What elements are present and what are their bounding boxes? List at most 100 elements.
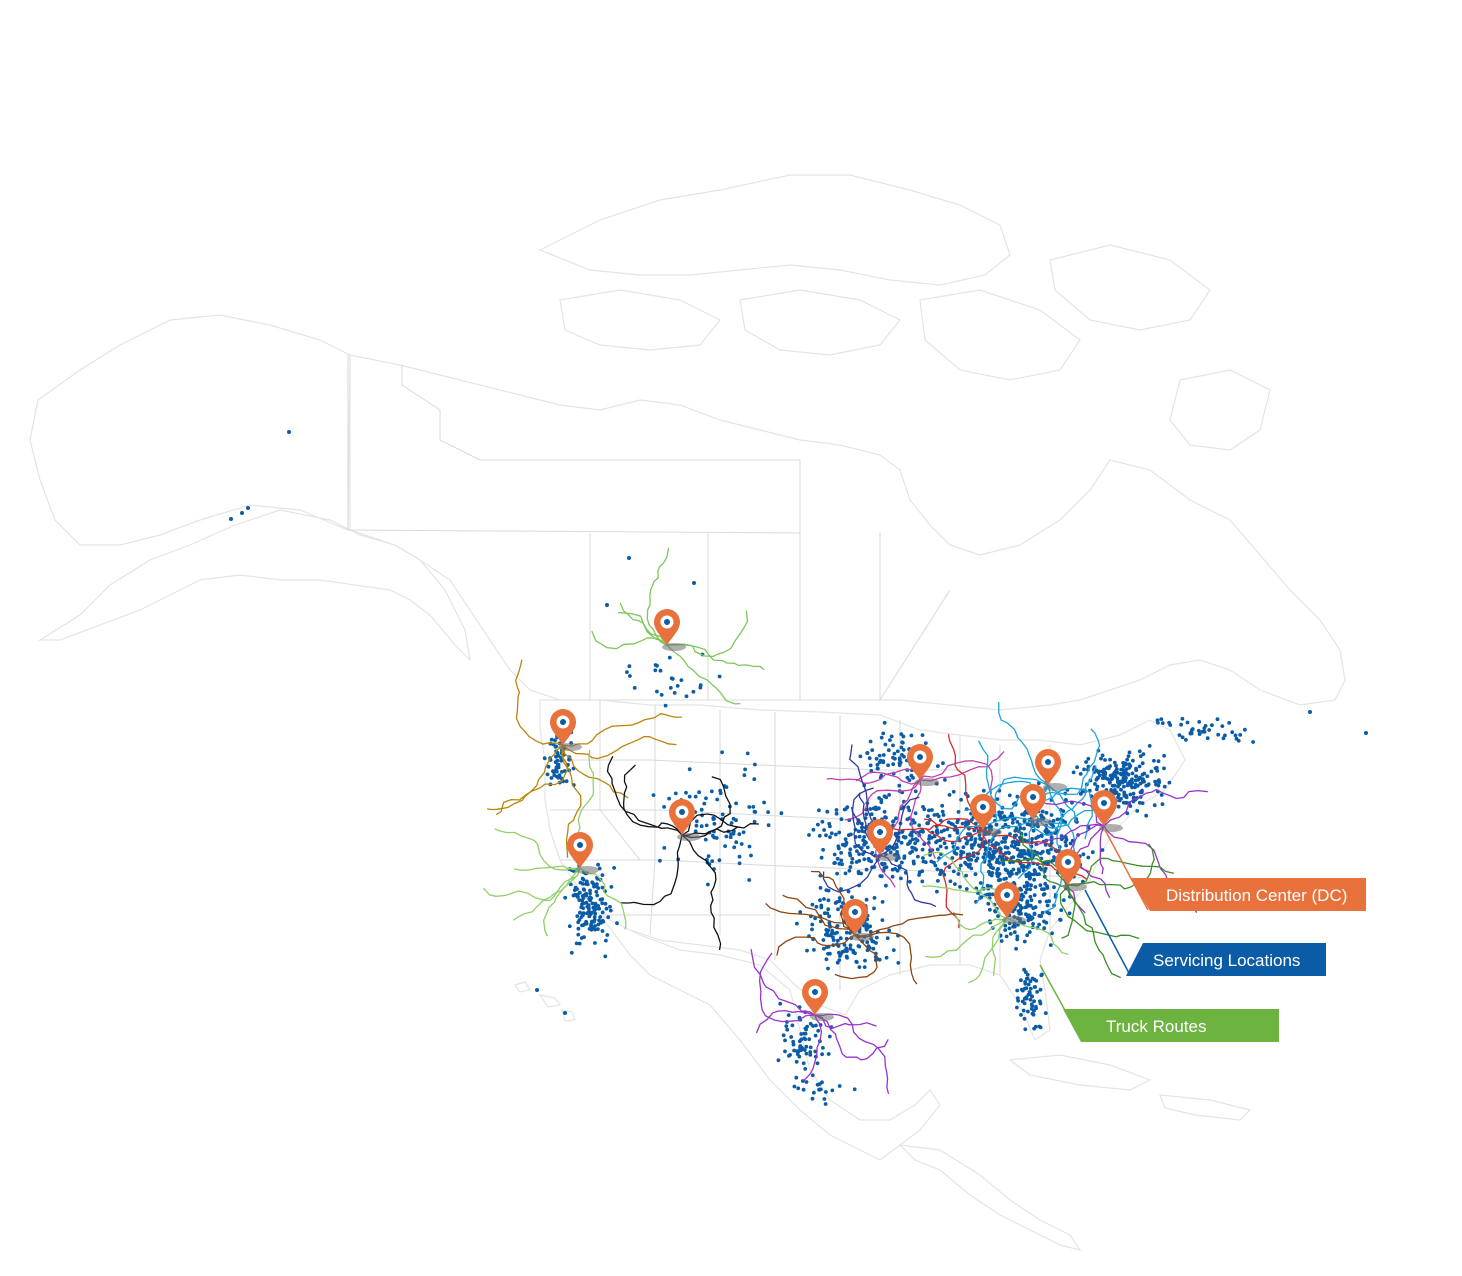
servicing-location-dot: [912, 861, 916, 866]
truck-route-line: [919, 760, 994, 794]
servicing-location-dot: [990, 871, 995, 875]
servicing-location-dot: [909, 733, 914, 738]
servicing-location-dot: [1119, 787, 1123, 792]
servicing-location-dot: [608, 908, 613, 913]
servicing-location-dot: [1031, 828, 1036, 833]
servicing-location-dot: [868, 807, 873, 811]
truck-route-line: [923, 851, 1008, 919]
servicing-location-dot: [559, 758, 564, 763]
servicing-location-dot: [996, 878, 1001, 883]
servicing-location-dot: [1223, 733, 1227, 738]
servicing-location-dot: [837, 899, 842, 903]
servicing-location-dot: [909, 773, 914, 778]
servicing-location-dot: [1207, 728, 1211, 732]
truck-route-line: [666, 610, 749, 658]
servicing-location-dot: [896, 961, 901, 965]
servicing-location-dot: [1177, 733, 1182, 737]
servicing-location-dot: [835, 938, 840, 943]
borders: [347, 355, 1091, 990]
servicing-location-dot: [847, 851, 852, 856]
servicing-location-dot: [1018, 903, 1022, 908]
servicing-location-dot: [1028, 887, 1033, 892]
servicing-location-dot: [1031, 872, 1036, 877]
servicing-location-dot: [927, 808, 931, 813]
servicing-location-dot: [990, 892, 995, 897]
servicing-location-dot: [1037, 922, 1041, 927]
servicing-location-dot: [600, 910, 605, 915]
distribution-center-pins: [550, 609, 1123, 1021]
servicing-location-dot: [1162, 766, 1166, 771]
servicing-location-dot: [1095, 784, 1100, 789]
servicing-location-dot: [1133, 785, 1137, 790]
servicing-location-dot: [826, 907, 831, 912]
servicing-location-dot: [1202, 726, 1207, 731]
servicing-location-dot: [911, 818, 915, 823]
servicing-location-dot: [826, 898, 831, 903]
servicing-location-dot: [997, 810, 1001, 815]
servicing-location-dot: [811, 1024, 815, 1028]
truck-route-line: [814, 1014, 877, 1029]
servicing-location-dot: [1028, 986, 1033, 991]
servicing-location-dot: [1025, 976, 1030, 981]
servicing-location-dot: [1137, 749, 1142, 754]
servicing-location-dot: [739, 842, 744, 846]
servicing-location-dot: [594, 884, 599, 889]
servicing-location-dot: [840, 862, 844, 867]
servicing-location-dot: [1147, 744, 1152, 748]
servicing-location-dot: [1084, 760, 1088, 764]
servicing-location-dot: [582, 888, 587, 892]
servicing-location-dot: [1025, 900, 1029, 905]
servicing-location-dot: [892, 751, 897, 756]
truck-route-line: [1034, 823, 1105, 847]
servicing-location-dot: [995, 868, 1000, 873]
servicing-location-dot: [1096, 770, 1101, 775]
servicing-location-dot: [762, 800, 766, 805]
servicing-location-dot: [837, 861, 842, 866]
servicing-location-dot: [865, 940, 870, 945]
servicing-location-dot: [1029, 883, 1033, 888]
servicing-location-dot: [987, 859, 992, 864]
servicing-location-dot: [936, 879, 940, 883]
servicing-location-dot: [804, 1044, 809, 1049]
servicing-location-dot: [1120, 767, 1125, 772]
servicing-location-dot: [1046, 851, 1051, 855]
servicing-location-dot: [581, 912, 586, 916]
servicing-location-dot: [670, 677, 675, 681]
servicing-location-dot: [1024, 996, 1029, 1001]
servicing-location-dot: [799, 1037, 804, 1042]
servicing-location-dot: [1025, 887, 1029, 892]
servicing-location-dot: [983, 852, 987, 856]
servicing-location-dot: [1049, 835, 1054, 839]
servicing-location-dot: [872, 816, 877, 821]
servicing-location-dot: [628, 674, 632, 678]
servicing-location-dot: [901, 748, 906, 752]
servicing-location-dot: [1123, 779, 1128, 783]
servicing-location-dot: [869, 812, 874, 817]
distribution-center-pin-icon: [907, 744, 939, 786]
servicing-location-dot: [785, 1027, 790, 1032]
legend-item-truck-routes: Truck Routes: [1063, 1009, 1279, 1042]
servicing-location-dot: [788, 1053, 792, 1057]
servicing-location-dot: [790, 1023, 795, 1028]
servicing-location-dot: [815, 1061, 820, 1066]
servicing-location-dot: [835, 930, 839, 935]
servicing-location-dot: [1114, 763, 1118, 768]
servicing-location-dot: [936, 764, 940, 768]
servicing-location-dot: [818, 898, 822, 903]
servicing-location-dot: [960, 821, 965, 826]
servicing-location-dot: [844, 946, 849, 951]
servicing-location-dot: [886, 763, 890, 768]
servicing-location-dot: [1012, 930, 1017, 935]
servicing-location-dot: [959, 853, 963, 857]
servicing-location-dot: [900, 740, 904, 745]
servicing-location-dot: [1068, 841, 1073, 846]
servicing-location-dot: [742, 773, 747, 778]
servicing-location-dot: [819, 905, 824, 910]
truck-route-line: [495, 744, 564, 816]
servicing-location-dot: [1003, 928, 1008, 932]
servicing-location-dot: [1141, 752, 1146, 756]
servicing-location-dot: [1049, 813, 1054, 817]
servicing-location-dot: [923, 741, 928, 745]
servicing-location-dot: [1032, 999, 1036, 1004]
servicing-location-dot: [717, 858, 722, 863]
